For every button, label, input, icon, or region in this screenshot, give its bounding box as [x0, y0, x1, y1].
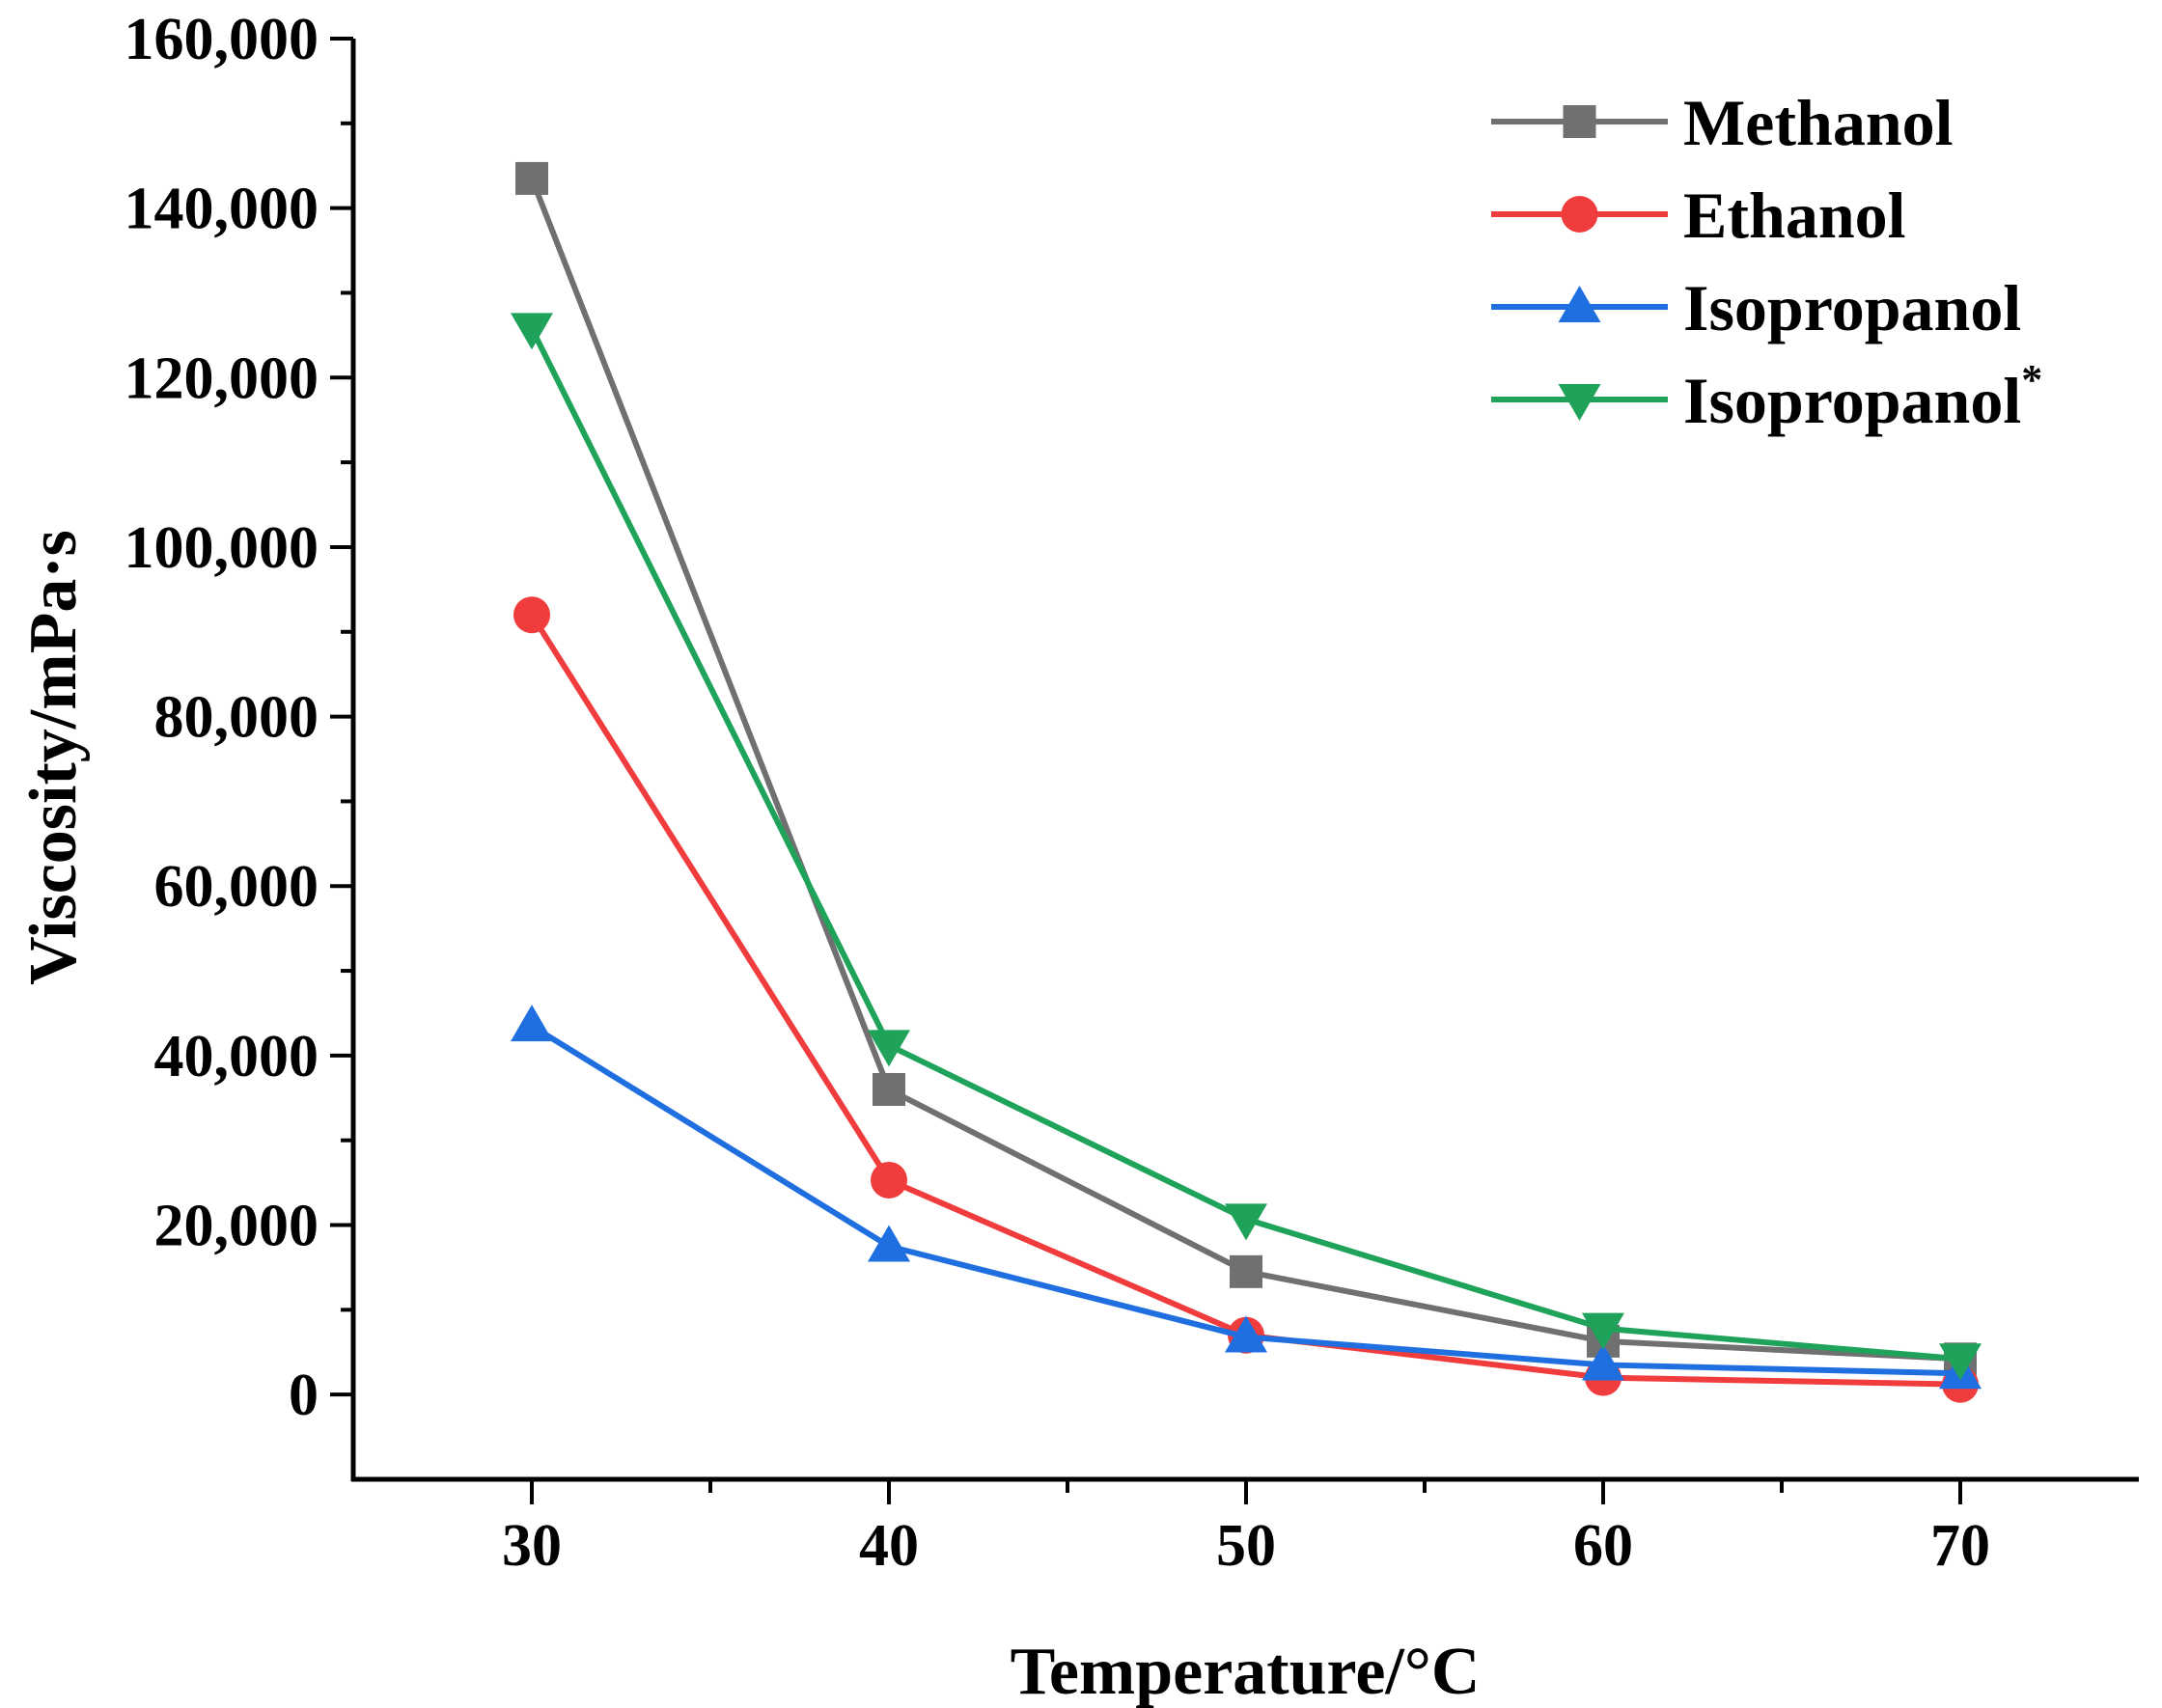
y-tick-label: 100,000: [125, 515, 319, 581]
y-tick-label: 160,000: [125, 7, 319, 72]
legend-label: Ethanol: [1683, 179, 1906, 252]
series-line: [529, 177, 1961, 1363]
data-point: [871, 1161, 907, 1198]
data-point: [513, 596, 550, 634]
legend-label-text: Isopropanol: [1683, 364, 2021, 437]
legend-item: Isopropanol*: [1491, 356, 2042, 437]
x-tick-label: 50: [1216, 1513, 1276, 1579]
legend-item: Methanol: [1491, 86, 1954, 159]
y-axis-title: Viscosity/mPa·s: [16, 530, 91, 985]
y-tick-label: 20,000: [154, 1194, 319, 1259]
axes: 0 20,000 40,000 60,000 80,000 100,000 120,000 1…: [16, 7, 2139, 1708]
y-tick-label: 140,000: [125, 177, 319, 242]
data-point: [1225, 1203, 1267, 1241]
data-point: [1582, 1343, 1624, 1381]
data-point: [515, 161, 548, 195]
legend-label: Isopropanol*: [1683, 356, 2042, 437]
x-axis-title: Temperature/°C: [1011, 1635, 1481, 1708]
legend-item: Ethanol: [1491, 179, 1906, 252]
series-1: [515, 161, 1977, 1376]
x-tick-label: 70: [1930, 1513, 1990, 1579]
series-3: [511, 1005, 1982, 1390]
legend-label-superscript: *: [2021, 356, 2042, 403]
data-point: [1582, 1312, 1624, 1350]
legend-marker: [1558, 286, 1601, 322]
x-tick-label: 30: [502, 1513, 562, 1579]
series-4: [511, 313, 1982, 1381]
y-tick-label: 120,000: [125, 345, 319, 411]
data-point: [511, 313, 553, 350]
y-tick-label: 80,000: [154, 685, 319, 751]
y-tick-label: 40,000: [154, 1024, 319, 1089]
legend-label: Isopropanol: [1683, 271, 2021, 344]
x-tick-label: 60: [1573, 1513, 1633, 1579]
data-point: [1939, 1343, 1982, 1381]
legend-marker: [1563, 105, 1596, 138]
data-point: [873, 1073, 905, 1107]
legend-label-text: Ethanol: [1683, 179, 1906, 252]
legend-item: Isopropanol: [1491, 271, 2021, 344]
data-point: [868, 1030, 910, 1067]
legend-marker: [1558, 384, 1601, 421]
y-tick-label: 0: [289, 1363, 319, 1428]
series-layer: [511, 161, 1982, 1403]
x-tick-label: 40: [859, 1513, 919, 1579]
data-point: [868, 1225, 910, 1262]
data-point: [1230, 1254, 1262, 1288]
data-point: [1225, 1315, 1267, 1353]
data-point: [511, 1005, 553, 1042]
y-tick-label: 60,000: [154, 854, 319, 920]
legend-label: Methanol: [1683, 86, 1954, 159]
legend-marker: [1561, 196, 1598, 233]
legend-label-text: Isopropanol: [1683, 271, 2021, 344]
legend-label-text: Methanol: [1683, 86, 1954, 159]
